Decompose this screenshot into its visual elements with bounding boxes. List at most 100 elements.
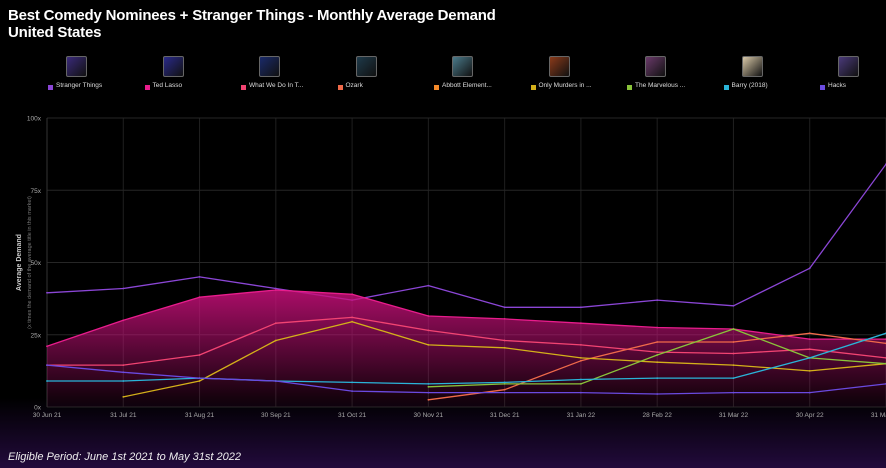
x-tick-label: 31 Jul 21 <box>110 412 137 419</box>
data-point <box>808 267 811 270</box>
legend-swatch <box>434 85 439 90</box>
data-point <box>808 370 811 372</box>
data-point <box>732 364 735 366</box>
data-point <box>580 344 582 346</box>
legend-swatch <box>48 85 53 90</box>
data-point <box>122 319 125 322</box>
poster-thumbnail <box>66 56 87 77</box>
data-point <box>656 341 659 343</box>
data-point <box>808 357 811 359</box>
data-point <box>503 388 506 391</box>
data-point <box>732 377 735 379</box>
data-point <box>198 377 201 379</box>
poster-thumbnail <box>645 56 666 77</box>
legend-label: Stranger Things <box>56 82 103 89</box>
data-point <box>46 380 48 382</box>
data-point <box>427 315 430 317</box>
legend-item[interactable]: Hacks <box>808 54 886 98</box>
y-tick-label: 0x <box>34 405 42 412</box>
data-point <box>274 289 277 291</box>
x-tick-label: 28 Feb 22 <box>643 412 673 419</box>
legend: Stranger Things Ted Lasso What We Do In T.… <box>36 54 886 100</box>
data-point <box>503 391 506 394</box>
data-point <box>122 380 125 382</box>
data-point <box>427 329 430 332</box>
poster-thumbnail <box>741 56 763 77</box>
legend-label: Ozark <box>345 82 363 89</box>
legend-item[interactable]: What We Do In T... <box>229 54 329 98</box>
data-point <box>427 383 430 385</box>
series-line <box>46 364 886 395</box>
y-tick-label: 50x <box>31 260 42 267</box>
series-line <box>47 332 886 385</box>
data-point <box>656 354 659 356</box>
data-point <box>274 322 277 325</box>
data-point <box>122 396 125 398</box>
data-point <box>656 361 659 364</box>
data-point <box>46 291 48 294</box>
legend-label: Barry (2018) <box>731 82 768 89</box>
legend-label: Ted Lasso <box>152 82 183 89</box>
legend-item[interactable]: Ted Lasso <box>133 54 233 98</box>
x-tick-label: 31 Dec 21 <box>490 412 520 419</box>
series-area <box>47 290 886 407</box>
data-point <box>503 346 506 349</box>
x-tick-label: 31 Jan 22 <box>567 412 596 419</box>
poster-thumbnail <box>452 56 473 77</box>
data-point <box>198 354 201 356</box>
data-point <box>808 332 811 335</box>
data-point <box>580 378 582 381</box>
x-tick-label: 30 Apr 22 <box>796 412 824 419</box>
y-axis-label: Average Demand <box>16 234 23 291</box>
data-point <box>198 276 201 278</box>
data-point <box>274 380 277 382</box>
title-line-2: United States <box>8 24 102 41</box>
legend-item[interactable]: The Marvelous ... <box>615 54 715 98</box>
data-point <box>580 357 582 359</box>
x-tick-label: 31 May 22 <box>871 412 886 419</box>
legend-swatch <box>530 85 536 90</box>
data-point <box>580 322 582 325</box>
data-point <box>580 359 582 362</box>
poster-thumbnail <box>162 56 184 77</box>
data-point <box>427 398 430 401</box>
legend-swatch <box>337 85 343 90</box>
data-point <box>503 306 506 309</box>
data-point <box>198 296 201 299</box>
legend-item[interactable]: Ozark <box>326 54 426 98</box>
data-point <box>46 364 48 366</box>
y-tick-label: 25x <box>31 332 42 339</box>
legend-label: The Marvelous ... <box>635 82 686 89</box>
poster-thumbnail <box>355 56 377 77</box>
legend-label: What We Do In T... <box>249 82 304 89</box>
x-tick-label: 31 Aug 21 <box>185 412 215 419</box>
data-point <box>503 383 506 385</box>
title-line-1: Best Comedy Nominees + Stranger Things -… <box>8 7 496 24</box>
data-point <box>503 339 506 342</box>
data-point <box>732 328 735 330</box>
legend-swatch <box>241 85 246 90</box>
data-point <box>580 306 582 309</box>
legend-item[interactable]: Only Murders in ... <box>519 54 619 98</box>
y-tick-label: 100x <box>27 116 42 123</box>
data-point <box>122 287 125 290</box>
data-point <box>580 383 582 385</box>
data-point <box>122 371 125 374</box>
chart-title: Best Comedy Nominees + Stranger Things -… <box>8 7 496 41</box>
legend-item[interactable]: Stranger Things <box>36 54 136 98</box>
data-point <box>580 391 582 394</box>
poster-thumbnail <box>548 56 570 77</box>
y-tick-label: 75x <box>31 188 42 195</box>
legend-item[interactable]: Barry (2018) <box>712 54 812 98</box>
legend-item[interactable]: Abbott Element... <box>422 54 522 98</box>
data-point <box>351 316 353 319</box>
data-point <box>656 351 659 353</box>
legend-swatch <box>820 85 825 90</box>
data-point <box>503 381 506 384</box>
data-point <box>656 377 659 379</box>
data-point <box>732 341 735 343</box>
data-point <box>274 287 277 290</box>
data-point <box>732 391 735 394</box>
data-point <box>427 344 430 346</box>
data-point <box>351 320 353 323</box>
